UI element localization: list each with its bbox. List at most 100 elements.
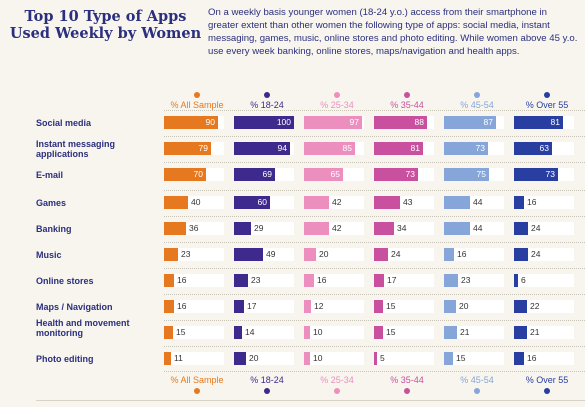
column-header-label: % All Sample <box>170 375 224 385</box>
bar-track: 14 <box>234 326 294 339</box>
column-header-top: % Over 55 <box>514 92 580 114</box>
row-label: Maps / Navigation <box>36 302 113 312</box>
bar-value-label: 16 <box>527 353 537 363</box>
bar-track: 81 <box>374 142 434 155</box>
bar <box>304 116 362 129</box>
bar-value-label: 15 <box>386 301 396 311</box>
bar-track: 6 <box>514 274 574 287</box>
bar <box>444 142 488 155</box>
bar-value-label: 16 <box>457 249 467 259</box>
bar-track: 63 <box>514 142 574 155</box>
bar-value-label: 90 <box>205 117 215 127</box>
bar <box>514 168 558 181</box>
bar <box>164 274 174 287</box>
bar-value-label: 17 <box>387 275 397 285</box>
bar <box>444 274 458 287</box>
bar-track: 17 <box>234 300 294 313</box>
bar-value-label: 40 <box>191 197 201 207</box>
bar <box>514 300 527 313</box>
bar-track: 15 <box>164 326 224 339</box>
bar-track: 44 <box>444 196 504 209</box>
bar <box>374 352 377 365</box>
bar-value-label: 5 <box>380 353 385 363</box>
bar-track: 97 <box>304 116 364 129</box>
column-header-top: % All Sample <box>164 92 230 114</box>
bar-track: 36 <box>164 222 224 235</box>
bar-value-label: 15 <box>456 353 466 363</box>
bar <box>234 274 248 287</box>
bar <box>374 116 427 129</box>
bar-value-label: 85 <box>342 143 352 153</box>
bar-track: 73 <box>374 168 434 181</box>
bar-track: 43 <box>374 196 434 209</box>
column-header-bottom: % Over 55 <box>514 374 580 396</box>
row-separator <box>164 136 585 138</box>
bar <box>514 196 524 209</box>
bar <box>374 300 383 313</box>
column-header-label: % 18-24 <box>250 375 284 385</box>
bar-value-label: 79 <box>198 143 208 153</box>
row-label: Instant messaging applications <box>36 139 116 159</box>
bar <box>234 248 263 261</box>
bar <box>374 248 388 261</box>
column-header-label: % 25-34 <box>320 100 354 110</box>
bar-track: 100 <box>234 116 294 129</box>
bar-value-label: 17 <box>247 301 257 311</box>
legend-dot <box>264 388 270 394</box>
bar-track: 16 <box>164 300 224 313</box>
bar-value-label: 24 <box>531 223 541 233</box>
row-label: E-mail <box>36 170 64 180</box>
bar-track: 22 <box>514 300 574 313</box>
bar <box>304 326 310 339</box>
bar-track: 85 <box>304 142 364 155</box>
bar-value-label: 81 <box>550 117 560 127</box>
legend-dot <box>544 388 550 394</box>
legend-dot <box>194 388 200 394</box>
bar-track: 12 <box>304 300 364 313</box>
bar-track: 34 <box>374 222 434 235</box>
bar-track: 73 <box>514 168 574 181</box>
bar <box>164 248 178 261</box>
column-header-label: % 25-34 <box>320 375 354 385</box>
bar-value-label: 6 <box>521 275 526 285</box>
bar-value-label: 73 <box>405 169 415 179</box>
bar-track: 42 <box>304 196 364 209</box>
bar-track: 20 <box>304 248 364 261</box>
bar-value-label: 60 <box>257 197 267 207</box>
bar <box>514 352 524 365</box>
chart-description: On a weekly basis younger women (18-24 y… <box>208 7 578 57</box>
bar-track: 16 <box>304 274 364 287</box>
bar-track: 88 <box>374 116 434 129</box>
column-header-label: % Over 55 <box>525 100 569 110</box>
bar <box>304 142 355 155</box>
column-header-label: % Over 55 <box>525 375 569 385</box>
bar-track: 73 <box>444 142 504 155</box>
bar-value-label: 16 <box>177 275 187 285</box>
bar-value-label: 20 <box>249 353 259 363</box>
bar <box>234 352 246 365</box>
column-header-bottom: % 35-44 <box>374 374 440 396</box>
bar-value-label: 73 <box>475 143 485 153</box>
bar-value-label: 24 <box>391 249 401 259</box>
bar-value-label: 10 <box>313 327 323 337</box>
row-label: Games <box>36 198 67 208</box>
bar-value-label: 42 <box>332 197 342 207</box>
bar-value-label: 21 <box>460 327 470 337</box>
legend-dot <box>334 92 340 98</box>
bar-value-label: 16 <box>177 301 187 311</box>
bar-track: 5 <box>374 352 434 365</box>
row-separator <box>164 190 585 192</box>
bar-track: 65 <box>304 168 364 181</box>
column-header-bottom: % 25-34 <box>304 374 370 396</box>
bar-value-label: 22 <box>530 301 540 311</box>
bar-value-label: 23 <box>251 275 261 285</box>
bar <box>164 300 174 313</box>
bar <box>234 300 244 313</box>
bar-track: 23 <box>234 274 294 287</box>
bar-track: 49 <box>234 248 294 261</box>
bar-value-label: 34 <box>397 223 407 233</box>
bar-track: 16 <box>444 248 504 261</box>
bar-value-label: 42 <box>332 223 342 233</box>
bar-value-label: 15 <box>176 327 186 337</box>
bar-track: 10 <box>304 326 364 339</box>
